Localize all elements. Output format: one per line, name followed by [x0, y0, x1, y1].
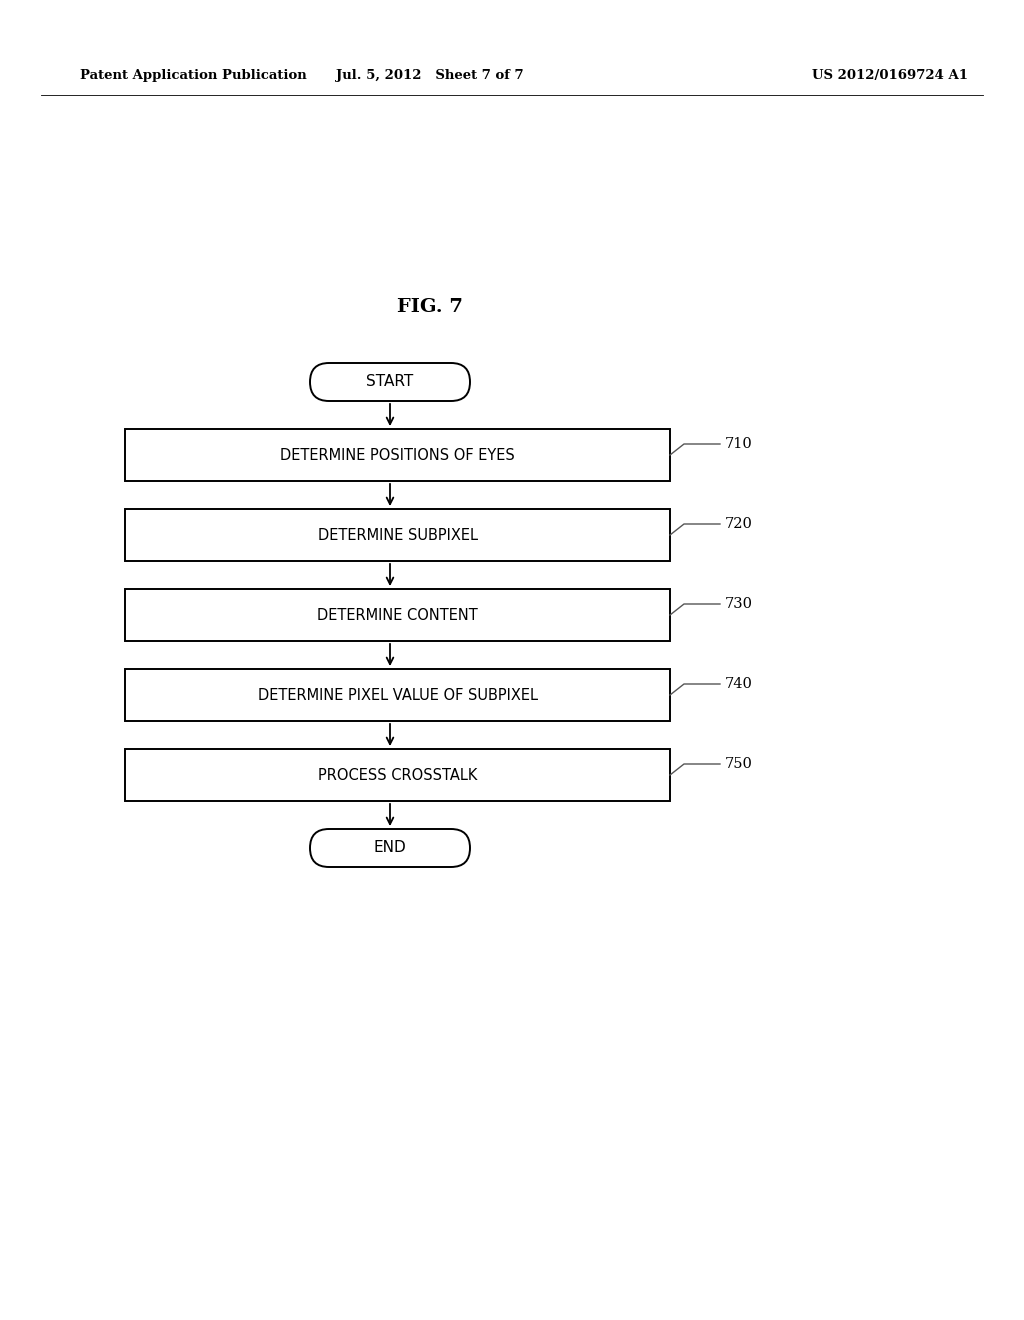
Text: DETERMINE CONTENT: DETERMINE CONTENT — [317, 607, 478, 623]
Bar — [125, 669, 670, 721]
FancyBboxPatch shape — [310, 829, 470, 867]
Text: 720: 720 — [725, 517, 753, 531]
Bar — [125, 748, 670, 801]
Text: 750: 750 — [725, 756, 753, 771]
Text: FIG. 7: FIG. 7 — [397, 298, 463, 315]
Text: PROCESS CROSSTALK: PROCESS CROSSTALK — [317, 767, 477, 783]
Text: END: END — [374, 841, 407, 855]
Text: DETERMINE PIXEL VALUE OF SUBPIXEL: DETERMINE PIXEL VALUE OF SUBPIXEL — [257, 688, 538, 702]
Text: Jul. 5, 2012   Sheet 7 of 7: Jul. 5, 2012 Sheet 7 of 7 — [336, 69, 524, 82]
Text: US 2012/0169724 A1: US 2012/0169724 A1 — [812, 69, 968, 82]
Text: 730: 730 — [725, 597, 753, 611]
FancyBboxPatch shape — [310, 363, 470, 401]
Bar — [125, 589, 670, 642]
Bar — [125, 510, 670, 561]
Text: 710: 710 — [725, 437, 753, 451]
Text: 740: 740 — [725, 677, 753, 690]
Bar — [125, 429, 670, 480]
Text: START: START — [367, 375, 414, 389]
Text: DETERMINE SUBPIXEL: DETERMINE SUBPIXEL — [317, 528, 477, 543]
Text: DETERMINE POSITIONS OF EYES: DETERMINE POSITIONS OF EYES — [281, 447, 515, 462]
Text: Patent Application Publication: Patent Application Publication — [80, 69, 307, 82]
